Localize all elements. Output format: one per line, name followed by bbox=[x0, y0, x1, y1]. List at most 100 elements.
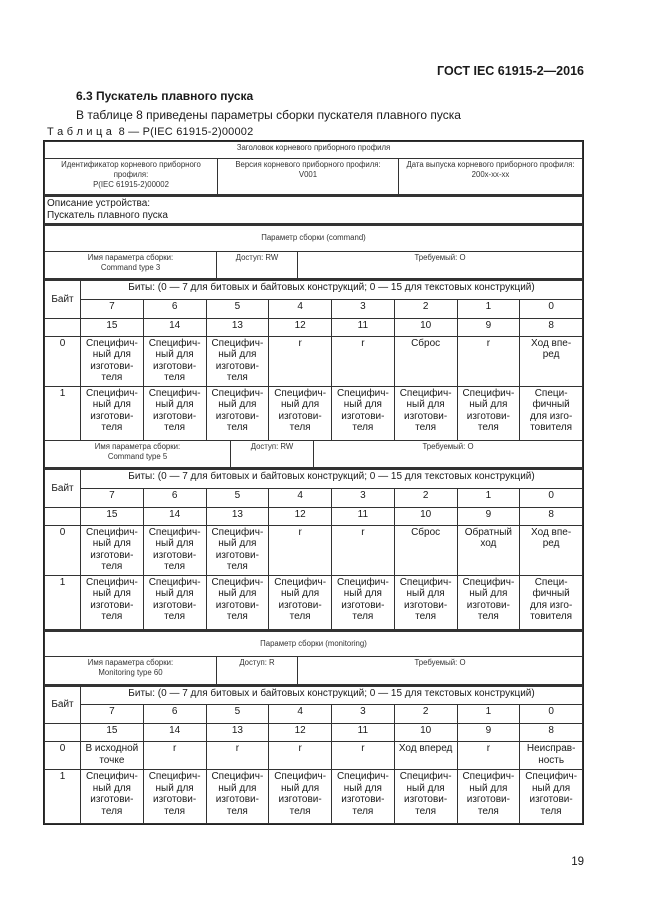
bits-table: Байт Биты: (0 — 7 для битовых и байтовых … bbox=[44, 279, 583, 441]
bits-title: Биты: (0 — 7 для битовых и байтовых конс… bbox=[80, 280, 583, 300]
bit-cell: Специфич- ный для изготови- теля bbox=[393, 574, 458, 630]
profile-header-table: Заголовок корневого приборного профиля И… bbox=[44, 141, 583, 195]
bit-cell: Специфич- ный для изготови- теля bbox=[456, 769, 521, 824]
bits-table: Байт Биты: (0 — 7 для битовых и байтовых … bbox=[44, 684, 583, 824]
param-required: Требуемый: O bbox=[297, 657, 583, 685]
bit-cell: Специфич- ный для изготови- теля bbox=[142, 769, 207, 824]
bit-number: 9 bbox=[456, 506, 521, 526]
bit-cell: Специфич- ный для изготови- теля bbox=[142, 335, 207, 387]
param-name: Имя параметра сборки: Command type 3 bbox=[44, 251, 217, 279]
bit-cell: Специфич- ный для изготови- теля bbox=[205, 769, 270, 824]
bit-number: 0 bbox=[519, 704, 583, 724]
bit-cell: Специфич- ный для изготови- теля bbox=[142, 524, 207, 576]
bit-cell: Специфич- ный для изготови- теля bbox=[205, 524, 270, 576]
bit-number: 11 bbox=[331, 317, 395, 337]
parameter-table: Заголовок корневого приборного профиля И… bbox=[43, 140, 584, 825]
bit-number: 4 bbox=[268, 487, 332, 508]
bit-number: 0 bbox=[519, 487, 583, 508]
bit-cell: r bbox=[331, 741, 395, 770]
bit-number: 11 bbox=[331, 723, 395, 742]
param-required: Требуемый: O bbox=[297, 251, 583, 279]
bit-number: 15 bbox=[80, 317, 144, 337]
param-access: Доступ: R bbox=[216, 657, 298, 685]
bit-number: 8 bbox=[519, 723, 583, 742]
description-label: Описание устройства: bbox=[47, 198, 151, 209]
table-caption: Т а б л и ц а 8 — P(IEC 61915-2)00002 bbox=[47, 126, 254, 138]
bit-number: 5 bbox=[205, 298, 270, 319]
bit-number: 3 bbox=[331, 298, 395, 319]
bit-number: 10 bbox=[393, 317, 458, 337]
param-title: Параметр сборки (monitoring) bbox=[44, 630, 583, 657]
param-title: Параметр сборки (command) bbox=[44, 224, 583, 252]
bit-cell: Специфич- ный для изготови- теля bbox=[205, 335, 270, 387]
bits-title: Биты: (0 — 7 для битовых и байтовых конс… bbox=[80, 469, 583, 489]
bit-number: 2 bbox=[393, 298, 458, 319]
bits-table: Байт Биты: (0 — 7 для битовых и байтовых … bbox=[44, 468, 583, 630]
profile-id: Идентификатор корневого приборного профи… bbox=[44, 158, 218, 195]
bit-number: 5 bbox=[205, 487, 270, 508]
bits-title: Биты: (0 — 7 для битовых и байтовых конс… bbox=[80, 685, 583, 705]
byte-label: Байт bbox=[44, 685, 81, 724]
bit-cell: В исходной точке bbox=[80, 741, 144, 770]
bit-number: 6 bbox=[142, 487, 207, 508]
table-row: 1 Специфич- ный для изготови- теля Специфи… bbox=[44, 769, 583, 824]
bit-cell: Сброс bbox=[393, 524, 458, 576]
param-name-row: Имя параметра сборки: Command type 5 Дос… bbox=[44, 440, 583, 468]
byte-number: 0 bbox=[44, 524, 81, 576]
bit-number: 13 bbox=[205, 317, 270, 337]
bit-cell: Специ- фичный для изго- товителя bbox=[519, 385, 583, 441]
profile-date: Дата выпуска корневого приборного профил… bbox=[398, 158, 583, 195]
param-required: Требуемый: O bbox=[313, 440, 583, 468]
bit-number: 9 bbox=[456, 723, 521, 742]
bit-number: 2 bbox=[393, 487, 458, 508]
bit-number: 0 bbox=[519, 298, 583, 319]
bit-cell: Специфич- ный для изготови- теля bbox=[142, 574, 207, 630]
param-name: Имя параметра сборки: Monitoring type 60 bbox=[44, 657, 217, 685]
param-access: Доступ: RW bbox=[230, 440, 314, 468]
bit-cell: Специфич- ный для изготови- теля bbox=[456, 574, 521, 630]
bit-cell: Специфич- ный для изготови- теля bbox=[268, 385, 332, 441]
byte-number: 1 bbox=[44, 574, 81, 630]
bit-number: 1 bbox=[456, 298, 521, 319]
bit-cell: r bbox=[456, 335, 521, 387]
empty-cell bbox=[44, 506, 81, 526]
bit-cell: Сброс bbox=[393, 335, 458, 387]
section-title: 6.3 Пускатель плавного пуска bbox=[76, 89, 254, 103]
param-title-row: Параметр сборки (command) bbox=[44, 224, 583, 252]
bit-number: 6 bbox=[142, 298, 207, 319]
bit-number: 14 bbox=[142, 723, 207, 742]
byte-label: Байт bbox=[44, 469, 81, 508]
bit-cell: Специфич- ный для изготови- теля bbox=[80, 769, 144, 824]
byte-number: 1 bbox=[44, 385, 81, 441]
bit-cell: r bbox=[331, 524, 395, 576]
empty-cell bbox=[44, 723, 81, 742]
param-name-row: Имя параметра сборки: Monitoring type 60… bbox=[44, 657, 583, 685]
table-row: 0 Специфич- ный для изготови- теля Специфи… bbox=[44, 335, 583, 387]
bit-number: 1 bbox=[456, 704, 521, 724]
empty-cell bbox=[44, 317, 81, 337]
bit-cell: Специфич- ный для изготови- теля bbox=[268, 574, 332, 630]
bit-cell: Специфич- ный для изготови- теля bbox=[331, 574, 395, 630]
bit-number: 7 bbox=[80, 487, 144, 508]
byte-number: 1 bbox=[44, 769, 81, 824]
bit-cell: Специфич- ный для изготови- теля bbox=[456, 385, 521, 441]
bit-number: 2 bbox=[393, 704, 458, 724]
bit-cell: Неисправ- ность bbox=[519, 741, 583, 770]
byte-number: 0 bbox=[44, 335, 81, 387]
bit-cell: Специфич- ный для изготови- теля bbox=[80, 574, 144, 630]
bit-number: 14 bbox=[142, 506, 207, 526]
document-header: ГОСТ IEC 61915-2—2016 bbox=[437, 64, 584, 78]
bit-cell: Специфич- ный для изготови- теля bbox=[393, 769, 458, 824]
bit-cell: r bbox=[268, 741, 332, 770]
bit-cell: Специфич- ный для изготови- теля bbox=[205, 574, 270, 630]
param-name: Имя параметра сборки: Command type 5 bbox=[44, 440, 231, 468]
bit-number: 12 bbox=[268, 723, 332, 742]
bit-number: 11 bbox=[331, 506, 395, 526]
bit-number: 8 bbox=[519, 506, 583, 526]
bit-cell: Специфич- ный для изготови- теля bbox=[331, 385, 395, 441]
profile-title: Заголовок корневого приборного профиля bbox=[44, 141, 583, 159]
bit-number: 8 bbox=[519, 317, 583, 337]
bit-number: 9 bbox=[456, 317, 521, 337]
bit-number: 15 bbox=[80, 506, 144, 526]
